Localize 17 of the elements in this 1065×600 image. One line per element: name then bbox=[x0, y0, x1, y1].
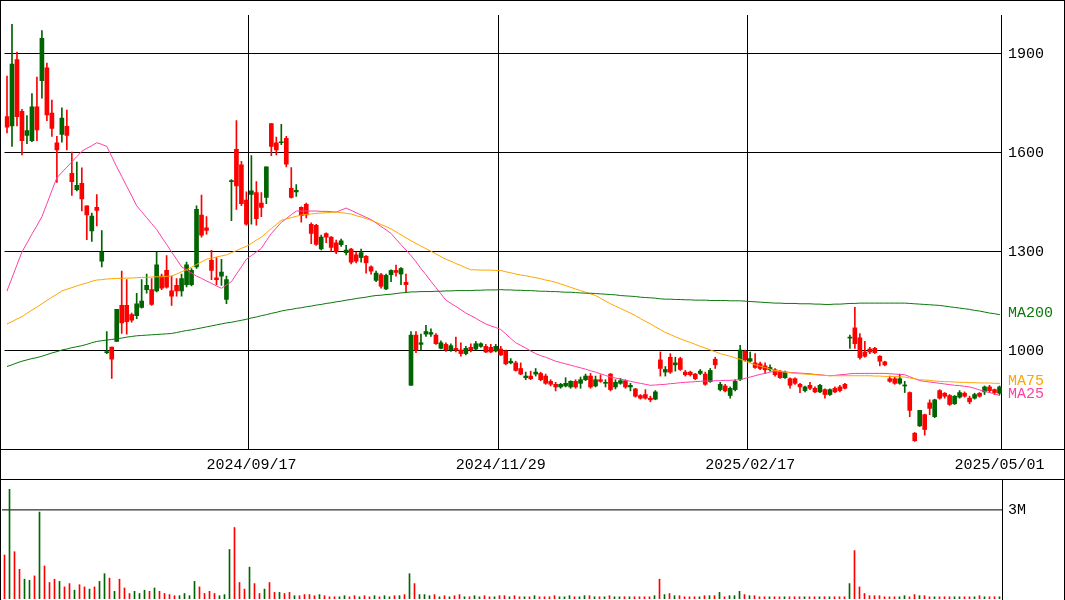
x-tick-label: 2024/09/17 bbox=[206, 456, 297, 474]
candlestick bbox=[4, 75, 10, 134]
x-tick-label: 2025/05/01 bbox=[954, 456, 1045, 474]
candlestick bbox=[418, 333, 424, 351]
series-label: MA200 bbox=[1008, 304, 1054, 322]
y-tick-label: 1600 bbox=[1008, 144, 1045, 162]
y-tick-label: 1000 bbox=[1008, 342, 1045, 360]
candlestick bbox=[104, 331, 110, 354]
candlestick bbox=[293, 184, 299, 197]
candlestick bbox=[278, 123, 284, 146]
y-tick-label: 1300 bbox=[1008, 243, 1045, 261]
ref-line-label: 3M bbox=[1008, 501, 1027, 519]
candlestick bbox=[74, 161, 80, 192]
x-tick-label: 2024/11/29 bbox=[455, 456, 546, 474]
x-tick-label: 2025/02/17 bbox=[705, 456, 796, 474]
y-tick-label: 1900 bbox=[1008, 45, 1045, 63]
candlestick bbox=[94, 194, 100, 227]
